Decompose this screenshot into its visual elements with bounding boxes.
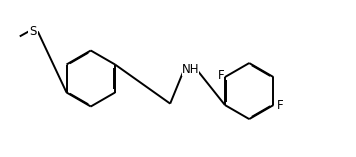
Text: F: F [277,99,284,112]
Text: NH: NH [182,63,199,76]
Text: F: F [218,69,224,81]
Text: S: S [29,25,36,38]
